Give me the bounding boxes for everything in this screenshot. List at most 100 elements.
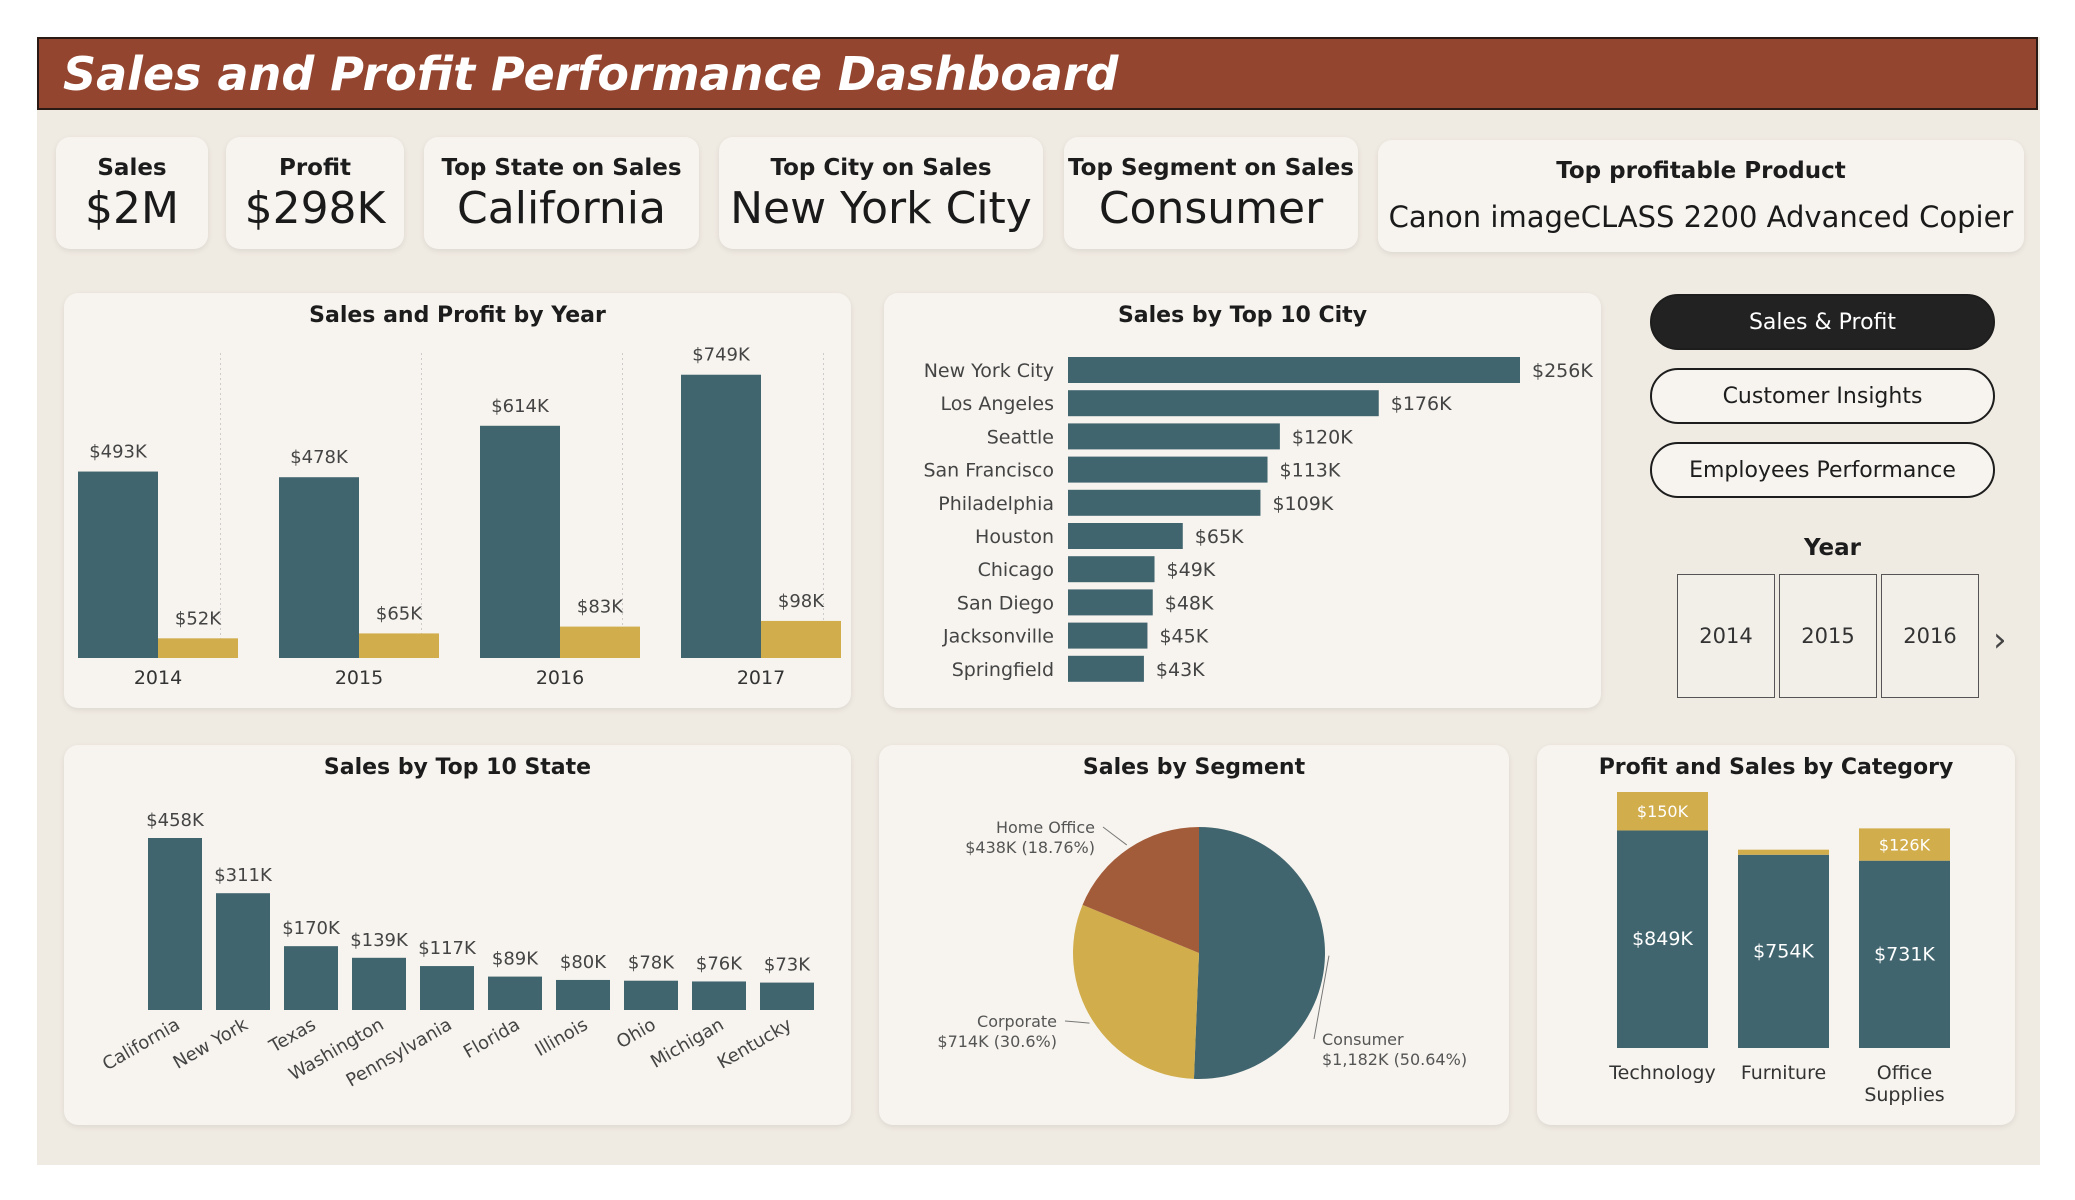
data-label: $749K <box>692 345 751 366</box>
sales-bar <box>480 425 560 658</box>
y-tick-label: Springfield <box>952 659 1054 681</box>
kpi-value: Canon imageCLASS 2200 Advanced Copier <box>1388 200 2014 234</box>
slice-value-label: $438K (18.76%) <box>965 838 1095 857</box>
panel-sales-by-segment: Sales by Segment Consumer $1,182K (50.64%… <box>879 745 1509 1125</box>
slice-name-label: Consumer <box>1322 1030 1404 1049</box>
data-label: $80K <box>560 952 607 973</box>
x-tick-label: 2014 <box>134 667 182 689</box>
y-tick-label: Los Angeles <box>941 393 1054 415</box>
x-tick-label: Illinois <box>532 1014 592 1061</box>
city-bar <box>1068 489 1261 516</box>
x-tick-label: New York <box>170 1014 252 1074</box>
nav-employees-performance-button[interactable]: Employees Performance <box>1650 442 1995 498</box>
dashboard-title: Sales and Profit Performance Dashboard <box>63 47 1119 101</box>
sales-segment <box>1738 854 1829 1048</box>
profit-segment <box>1738 849 1829 855</box>
city-bar <box>1068 456 1268 483</box>
x-tick-label: 2016 <box>536 667 584 689</box>
slice-name-label: Home Office <box>996 818 1095 837</box>
data-label: $78K <box>628 953 675 974</box>
data-label: $117K <box>418 938 477 959</box>
chart-sales-by-segment: Consumer$1,182K (50.64%) Corporate$714K (… <box>937 818 1467 1079</box>
kpi-card-profit: Profit $298K <box>226 137 404 249</box>
kpi-label: Top State on Sales <box>441 155 682 181</box>
data-label: $83K <box>577 597 624 618</box>
city-bar <box>1068 655 1144 682</box>
kpi-card-top-segment: Top Segment on Sales Consumer <box>1064 137 1358 249</box>
nav-customer-insights-button[interactable]: Customer Insights <box>1650 368 1995 424</box>
pie-slice-corporate <box>1073 904 1199 1079</box>
slice-value-label: $714K (30.6%) <box>937 1032 1057 1051</box>
x-tick-label: 2017 <box>737 667 785 689</box>
city-bar <box>1068 556 1155 583</box>
nav-sales-profit-button[interactable]: Sales & Profit <box>1650 294 1995 350</box>
state-bar <box>692 981 746 1010</box>
state-bar <box>760 982 814 1010</box>
state-bar <box>352 957 406 1010</box>
y-tick-label: San Francisco <box>923 460 1054 482</box>
data-label: $731K <box>1874 943 1935 965</box>
kpi-value: New York City <box>730 183 1032 234</box>
data-label: $65K <box>376 603 423 624</box>
data-label: $120K <box>1292 426 1353 448</box>
x-tick-label: 2015 <box>335 667 383 689</box>
x-tick-label: Supplies <box>1864 1084 1944 1106</box>
year-slicer-title: Year <box>1803 535 1861 561</box>
data-label: $45K <box>1159 626 1208 648</box>
x-tick-label: Furniture <box>1741 1062 1826 1084</box>
sales-segment <box>1859 860 1950 1048</box>
chart-sales-by-city: New York City $256K Los Angeles $176K Seattl… <box>923 357 1593 682</box>
kpi-label: Top City on Sales <box>770 155 992 181</box>
x-tick-label: Michigan <box>647 1014 727 1073</box>
kpi-value: California <box>457 183 666 234</box>
kpi-card-top-state: Top State on Sales California <box>424 137 699 249</box>
y-tick-label: Houston <box>975 526 1054 548</box>
panel-sales-profit-by-year: Sales and Profit by Year $493K $52K 2014 $4… <box>64 293 851 708</box>
data-label: $98K <box>778 591 825 612</box>
chart-title: Sales and Profit by Year <box>309 303 606 328</box>
chart-title: Sales by Top 10 State <box>323 755 592 780</box>
profit-bar <box>761 620 841 658</box>
profit-bar <box>560 626 640 658</box>
data-label: $176K <box>1391 393 1452 415</box>
chevron-right-icon[interactable]: › <box>1993 620 2007 660</box>
year-tile-2014[interactable]: 2014 <box>1677 574 1775 698</box>
kpi-card-top-city: Top City on Sales New York City <box>719 137 1043 249</box>
chart-title: Profit and Sales by Category <box>1598 755 1954 780</box>
data-label: $311K <box>214 865 273 886</box>
pie-slice-home-office <box>1082 827 1199 953</box>
chart-title: Sales by Segment <box>1082 755 1306 780</box>
leader-line <box>1102 826 1128 846</box>
kpi-card-sales: Sales $2M <box>56 137 208 249</box>
x-tick-label: Florida <box>460 1014 524 1063</box>
year-tile-2015[interactable]: 2015 <box>1779 574 1877 698</box>
dashboard-header: Sales and Profit Performance Dashboard <box>37 37 2038 110</box>
data-label: $65K <box>1195 526 1244 548</box>
data-label: $52K <box>175 608 222 629</box>
x-tick-label: Technology <box>1608 1062 1715 1084</box>
data-label: $76K <box>696 953 743 974</box>
slice-name-label: Corporate <box>977 1012 1057 1031</box>
state-bar <box>556 979 610 1010</box>
y-tick-label: Philadelphia <box>938 493 1054 515</box>
x-tick-label: Kentucky <box>714 1014 796 1073</box>
kpi-value: $2M <box>85 183 179 234</box>
year-tile-2016[interactable]: 2016 <box>1881 574 1979 698</box>
data-label: $43K <box>1156 659 1205 681</box>
y-tick-label: Jacksonville <box>942 626 1054 648</box>
data-label: $126K <box>1879 836 1931 855</box>
city-bar <box>1068 622 1148 649</box>
panel-sales-by-city: Sales by Top 10 City New York City $256K L… <box>884 293 1601 708</box>
state-bar <box>216 893 270 1010</box>
pie-slice-consumer <box>1193 827 1325 1079</box>
data-label: $493K <box>89 442 148 463</box>
city-bar <box>1068 390 1379 417</box>
y-tick-label: Chicago <box>978 559 1054 581</box>
data-label: $49K <box>1167 559 1216 581</box>
kpi-value: $298K <box>244 183 386 234</box>
state-bar <box>148 838 202 1010</box>
profit-bar <box>359 633 439 658</box>
slice-value-label: $1,182K (50.64%) <box>1322 1050 1467 1069</box>
profit-bar <box>158 638 238 658</box>
kpi-label: Top Segment on Sales <box>1068 155 1354 181</box>
